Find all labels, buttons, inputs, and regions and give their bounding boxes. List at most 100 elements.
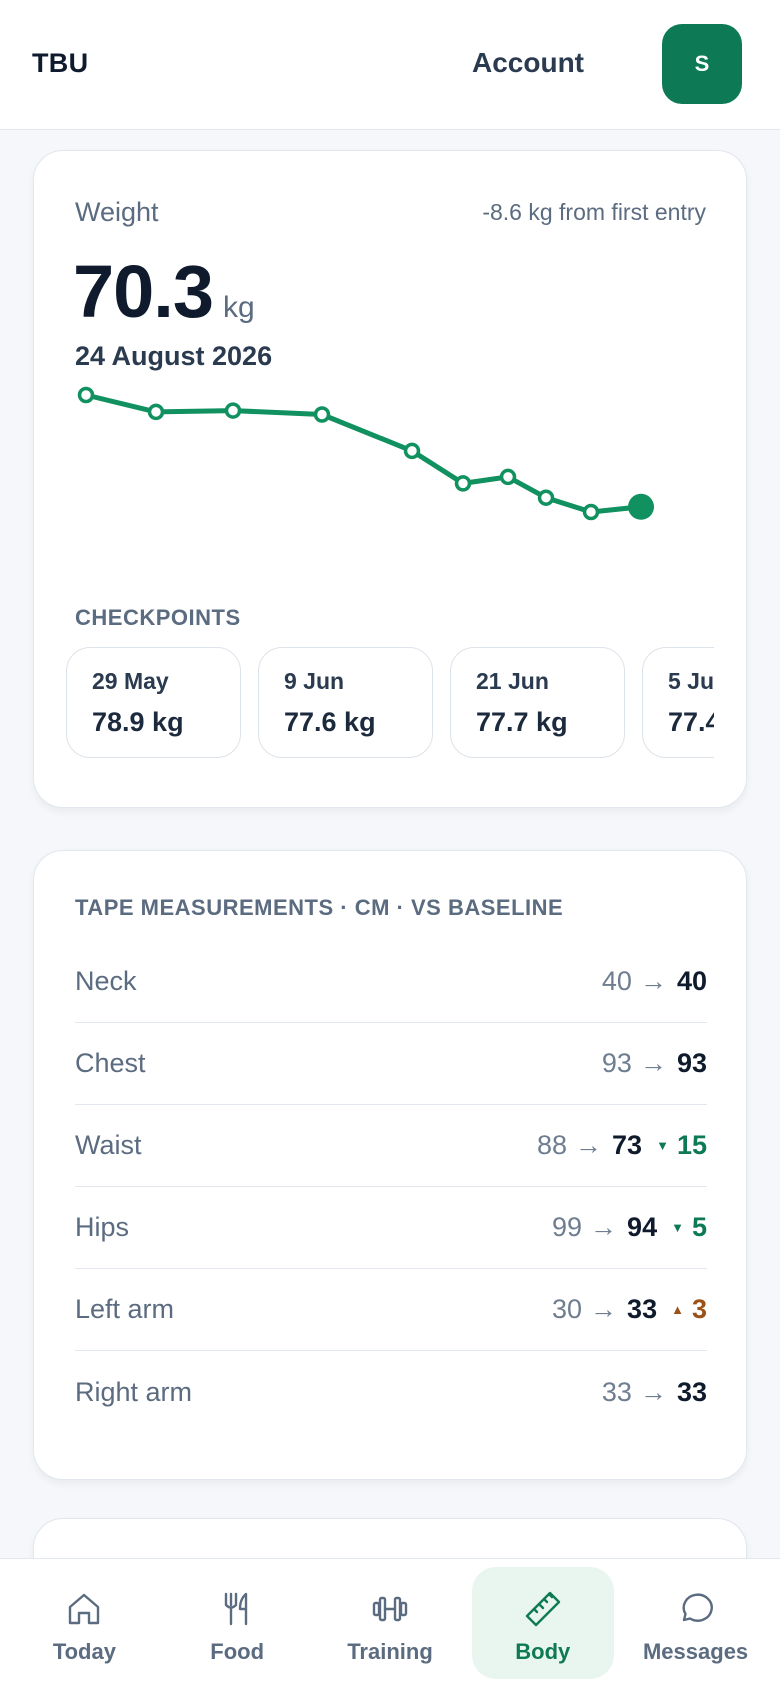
measurement-delta-value: 3: [691, 1294, 707, 1324]
weight-data-point[interactable]: [147, 403, 165, 421]
nav-label: Training: [347, 1639, 433, 1664]
avatar[interactable]: S: [662, 24, 742, 104]
weight-data-point[interactable]: [313, 406, 331, 423]
account-link[interactable]: Account: [472, 47, 584, 78]
arrow-right-icon: →: [590, 1212, 618, 1242]
utensils-icon: [224, 1592, 248, 1626]
checkpoints-label: CHECKPOINTS: [75, 605, 241, 630]
measurement-baseline: 93: [601, 1048, 632, 1078]
measurement-delta: ▲ 3: [671, 1294, 707, 1325]
measurement-name: Hips: [75, 1212, 130, 1242]
checkpoint-chip[interactable]: 21 Jun 77.7 kg: [450, 647, 625, 758]
checkpoint-date: 21 Jun: [476, 668, 549, 694]
measurement-values: 30 → 33 ▲ 3: [552, 1294, 707, 1325]
measurement-baseline: 40: [601, 966, 632, 996]
measurement-values: 40 → 40: [602, 966, 707, 997]
weight-series-line: [83, 392, 644, 515]
measurement-values: 93 → 93: [602, 1048, 707, 1079]
nav-item-body[interactable]: Body: [471, 1567, 614, 1679]
nav-label: Messages: [642, 1639, 749, 1664]
measurement-current: 93: [676, 1048, 707, 1078]
weight-latest-point[interactable]: [628, 493, 654, 520]
weight-data-point[interactable]: [77, 386, 95, 404]
nav-item-today[interactable]: Today: [13, 1567, 155, 1679]
measurement-name: Waist: [75, 1130, 142, 1160]
measurement-row-neck: Neck 40 → 40: [75, 941, 707, 1023]
checkpoint-date: 5 Jul: [668, 668, 714, 694]
nav-label: Today: [52, 1639, 116, 1664]
measurement-name: Left arm: [75, 1294, 175, 1324]
message-icon: [682, 1593, 713, 1622]
arrow-right-icon: →: [575, 1130, 603, 1160]
nav-item-messages[interactable]: Messages: [625, 1567, 767, 1679]
weight-label: Weight: [75, 197, 159, 227]
arrow-right-icon: →: [639, 966, 667, 996]
measurement-values: 88 → 73 ▼ 15: [537, 1130, 707, 1161]
measurement-row-chest: Chest 93 → 93: [75, 1023, 707, 1105]
checkpoint-value: 77.6 kg: [284, 707, 376, 737]
measurement-name: Chest: [75, 1048, 146, 1078]
measurement-row-hips: Hips 99 → 94 ▼ 5: [75, 1187, 707, 1269]
app-brand[interactable]: TBU: [32, 48, 89, 78]
nav-item-food[interactable]: Food: [166, 1567, 308, 1679]
measurement-delta-value: 15: [676, 1130, 707, 1160]
nav-label: Food: [210, 1639, 265, 1664]
measurement-name: Right arm: [75, 1376, 193, 1407]
triangle-down-icon: ▼: [656, 1138, 669, 1153]
dumbbell-icon: [372, 1596, 408, 1622]
measurement-values: 33 → 33: [602, 1377, 707, 1408]
measurement-row-waist: Waist 88 → 73 ▼ 15: [75, 1105, 707, 1187]
measurement-current: 94: [627, 1212, 658, 1242]
triangle-down-icon: ▼: [671, 1220, 684, 1235]
checkpoint-chip[interactable]: 9 Jun 77.6 kg: [258, 647, 433, 758]
triangle-up-icon: ▲: [671, 1302, 684, 1317]
weight-value: 70.3: [73, 250, 214, 333]
tape-measurement-list: Neck 40 → 40 Chest 93 → 93 Waist 88 → 73…: [75, 941, 707, 1433]
measurement-baseline: 99: [552, 1212, 583, 1242]
weight-date: 24 August 2026: [75, 341, 273, 371]
weight-data-point[interactable]: [454, 475, 472, 492]
arrow-right-icon: →: [639, 1048, 667, 1078]
measurement-row-right-arm: Right arm 33 → 33: [75, 1351, 707, 1433]
checkpoint-value: 77.4 kg: [668, 707, 714, 737]
measurement-baseline: 33: [601, 1376, 632, 1407]
measurement-current: 33: [627, 1294, 658, 1324]
ruler-icon: [525, 1591, 560, 1627]
measurement-baseline: 30: [552, 1294, 583, 1324]
bottom-nav: Today Food Training Body Messages: [0, 1558, 780, 1688]
app-header: TBU Account S: [0, 0, 780, 130]
weight-data-point[interactable]: [537, 489, 555, 506]
measurement-baseline: 88: [536, 1130, 568, 1160]
measurement-delta: ▼ 5: [671, 1212, 707, 1243]
measurement-current: 33: [676, 1376, 707, 1407]
tape-measurements-card: TAPE MEASUREMENTS · CM · VS BASELINE Nec…: [33, 850, 747, 1480]
arrow-right-icon: →: [639, 1376, 667, 1407]
weight-delta-text: -8.6 kg from first entry: [482, 199, 706, 225]
measurement-delta-value: 5: [691, 1212, 707, 1242]
measurement-name: Neck: [75, 966, 137, 996]
checkpoint-chip[interactable]: 5 Jul 77.4 kg: [642, 647, 714, 758]
checkpoints-scroller[interactable]: 29 May 78.9 kg 9 Jun 77.6 kg 21 Jun 77.7…: [66, 647, 714, 761]
checkpoint-date: 9 Jun: [284, 668, 345, 694]
weight-unit: kg: [223, 291, 255, 324]
weight-card: Weight -8.6 kg from first entry 70.3 kg …: [33, 150, 747, 808]
checkpoint-value: 77.7 kg: [476, 707, 568, 737]
weight-data-point[interactable]: [499, 468, 517, 486]
weight-data-point[interactable]: [224, 402, 242, 419]
checkpoint-value: 78.9 kg: [92, 707, 184, 737]
checkpoint-chip[interactable]: 29 May 78.9 kg: [66, 647, 241, 758]
measurement-values: 99 → 94 ▼ 5: [552, 1212, 707, 1243]
weight-data-point[interactable]: [582, 503, 600, 521]
home-icon: [69, 1593, 100, 1625]
nav-item-training[interactable]: Training: [319, 1567, 461, 1679]
measurement-current: 73: [612, 1130, 643, 1160]
weight-value-row: 70.3 kg: [73, 249, 255, 334]
measurement-current: 40: [676, 966, 707, 996]
weight-data-point[interactable]: [403, 442, 421, 460]
checkpoint-date: 29 May: [92, 668, 169, 694]
nav-label: Body: [515, 1639, 571, 1664]
measurement-delta: ▼ 15: [656, 1130, 707, 1161]
arrow-right-icon: →: [590, 1294, 618, 1324]
measurement-row-left-arm: Left arm 30 → 33 ▲ 3: [75, 1269, 707, 1351]
tape-measurements-title: TAPE MEASUREMENTS · CM · VS BASELINE: [75, 895, 564, 920]
